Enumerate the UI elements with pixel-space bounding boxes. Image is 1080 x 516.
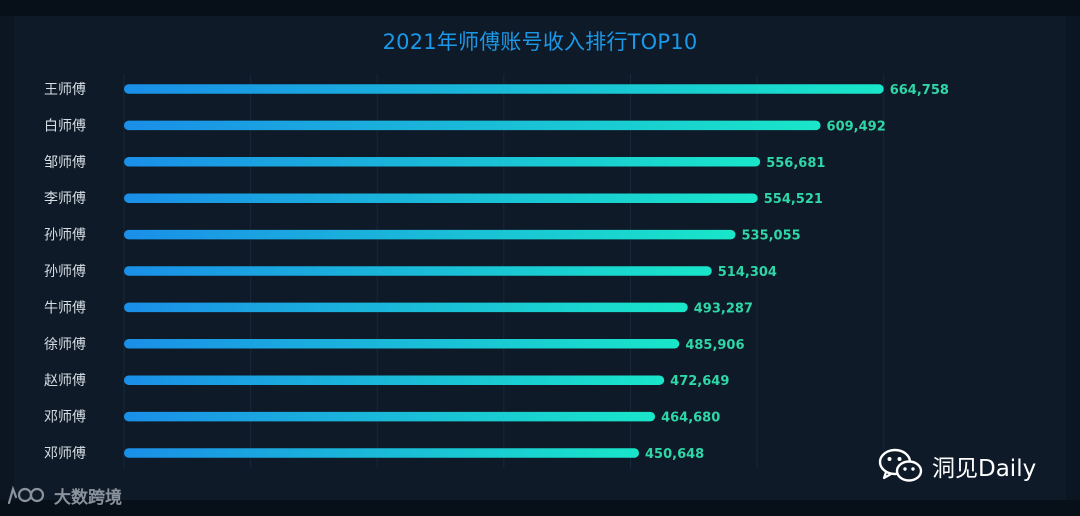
category-label: 邓师傅 <box>44 410 86 426</box>
category-label: 邓师傅 <box>44 446 86 462</box>
value-label: 609,492 <box>827 119 886 134</box>
category-label: 徐师傅 <box>44 337 86 353</box>
bar <box>124 84 884 94</box>
bar <box>124 193 758 203</box>
value-label: 554,521 <box>764 192 823 207</box>
category-label: 白师傅 <box>44 118 86 134</box>
value-label: 535,055 <box>741 229 800 244</box>
category-label: 孙师傅 <box>44 228 86 244</box>
category-label: 赵师傅 <box>44 373 86 389</box>
top-strip <box>0 0 1080 16</box>
value-label: 493,287 <box>694 301 753 316</box>
chart-title: 2021年师傅账号收入排行TOP10 <box>382 30 698 54</box>
bar <box>124 302 688 313</box>
brand-logo-icon <box>7 485 45 505</box>
category-label: 王师傅 <box>44 82 86 98</box>
category-label: 邹师傅 <box>44 155 86 171</box>
bar <box>124 157 761 167</box>
bar <box>124 120 821 131</box>
value-label: 485,906 <box>685 338 744 353</box>
bar <box>124 448 640 458</box>
value-label: 514,304 <box>718 265 777 280</box>
value-label: 464,680 <box>661 411 720 426</box>
bar <box>124 266 712 276</box>
watermark-left: 大数跨境 <box>6 480 122 510</box>
category-label: 孙师傅 <box>44 264 86 280</box>
category-label: 李师傅 <box>44 191 86 207</box>
value-label: 472,649 <box>670 374 729 389</box>
wechat-icon <box>878 448 923 482</box>
watermark-right: 洞见Daily <box>878 446 1036 486</box>
value-label: 450,648 <box>645 447 704 462</box>
watermark-right-text: 洞见Daily <box>932 456 1037 482</box>
bar <box>124 229 736 240</box>
bar <box>124 339 680 349</box>
bar <box>124 411 656 422</box>
category-label: 牛师傅 <box>44 300 86 316</box>
bottom-strip <box>0 500 1080 516</box>
watermark-left-text: 大数跨境 <box>54 487 122 508</box>
bar <box>124 375 665 385</box>
value-label: 556,681 <box>766 156 825 171</box>
value-label: 664,758 <box>890 83 949 98</box>
